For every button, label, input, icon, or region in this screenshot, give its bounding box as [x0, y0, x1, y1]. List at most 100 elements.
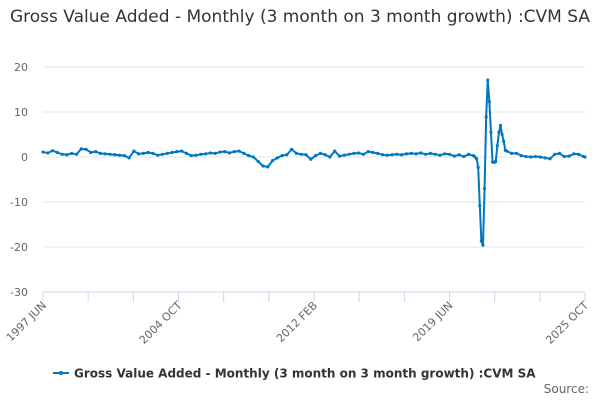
- data-point: [151, 151, 155, 155]
- data-point: [519, 154, 523, 158]
- data-point: [247, 154, 251, 158]
- data-point: [318, 151, 322, 155]
- data-point: [285, 153, 289, 157]
- data-point: [103, 152, 107, 156]
- y-tick-label: -10: [10, 196, 28, 209]
- data-point: [261, 164, 265, 168]
- data-point: [41, 150, 45, 154]
- data-point: [524, 154, 528, 159]
- data-point: [543, 156, 547, 160]
- x-tick-label: 2004 OCT: [137, 299, 185, 347]
- data-point: [213, 151, 217, 155]
- data-point: [165, 151, 169, 155]
- data-point: [218, 150, 222, 154]
- data-point: [89, 150, 93, 155]
- data-point: [304, 153, 308, 157]
- data-point: [313, 154, 318, 158]
- data-point: [79, 147, 83, 151]
- data-point: [337, 154, 342, 158]
- data-point: [199, 152, 203, 156]
- data-point: [423, 152, 428, 156]
- data-point: [94, 150, 98, 154]
- data-point: [160, 152, 165, 156]
- data-point: [251, 155, 256, 159]
- x-tick-label: 2012 FEB: [274, 299, 320, 345]
- data-point: [256, 159, 260, 164]
- data-point: [270, 159, 275, 163]
- data-point: [486, 78, 490, 82]
- data-point: [482, 186, 487, 191]
- data-point: [361, 152, 366, 156]
- data-point: [414, 152, 418, 156]
- data-point: [237, 149, 241, 153]
- data-point: [457, 153, 461, 157]
- data-point: [208, 151, 212, 155]
- data-point: [577, 152, 581, 156]
- data-point: [404, 152, 409, 156]
- data-point: [475, 157, 479, 161]
- series-line: [42, 79, 586, 247]
- data-point: [572, 152, 576, 156]
- data-point: [385, 153, 389, 157]
- data-point: [380, 153, 385, 157]
- data-point: [232, 150, 236, 154]
- data-point: [275, 156, 279, 160]
- data-point: [400, 153, 404, 157]
- y-tick-label: 10: [14, 106, 28, 119]
- data-point: [497, 130, 501, 134]
- data-point: [170, 150, 174, 155]
- data-point: [557, 151, 562, 155]
- data-point: [328, 155, 332, 159]
- data-point: [357, 151, 361, 155]
- data-point: [409, 151, 413, 155]
- data-point: [481, 243, 485, 247]
- y-tick-label: 20: [14, 61, 28, 74]
- data-point: [495, 144, 499, 148]
- legend-item[interactable]: Gross Value Added - Monthly (3 month on …: [74, 367, 536, 381]
- source-label: Source:: [543, 382, 589, 396]
- data-point: [50, 149, 55, 153]
- data-point: [294, 151, 299, 155]
- data-point: [533, 154, 538, 159]
- data-point: [484, 115, 488, 119]
- data-point: [500, 132, 504, 137]
- data-point: [548, 157, 552, 161]
- data-point: [428, 151, 432, 155]
- x-tick-label: 1997 JUN: [4, 299, 49, 344]
- data-point: [227, 151, 232, 155]
- data-point: [60, 152, 64, 156]
- data-point: [74, 152, 79, 156]
- data-point: [180, 149, 184, 153]
- data-point: [84, 147, 88, 151]
- data-point: [478, 204, 482, 208]
- chart-title: Gross Value Added - Monthly (3 month on …: [9, 7, 590, 27]
- data-point: [433, 152, 437, 156]
- data-point: [366, 150, 370, 154]
- data-point: [479, 239, 483, 243]
- x-tick-label: 2019 JUN: [410, 299, 455, 344]
- data-point: [266, 165, 270, 169]
- y-tick-label: -30: [10, 286, 28, 299]
- data-point: [132, 149, 136, 153]
- data-point: [280, 154, 284, 158]
- data-point: [395, 152, 399, 156]
- data-point: [510, 151, 514, 155]
- data-point: [242, 151, 246, 155]
- data-point: [347, 152, 351, 156]
- data-point: [462, 154, 466, 159]
- data-point: [70, 151, 74, 155]
- data-point: [467, 152, 471, 156]
- data-point: [452, 154, 456, 158]
- data-point: [309, 157, 313, 161]
- data-point: [553, 152, 557, 156]
- data-point: [299, 152, 303, 156]
- y-tick-label: 0: [21, 151, 28, 164]
- data-point: [487, 100, 491, 104]
- data-point: [376, 151, 380, 155]
- data-point: [352, 151, 356, 155]
- data-point: [476, 165, 480, 169]
- data-point: [117, 153, 122, 157]
- data-point: [189, 154, 193, 158]
- data-point: [514, 151, 519, 155]
